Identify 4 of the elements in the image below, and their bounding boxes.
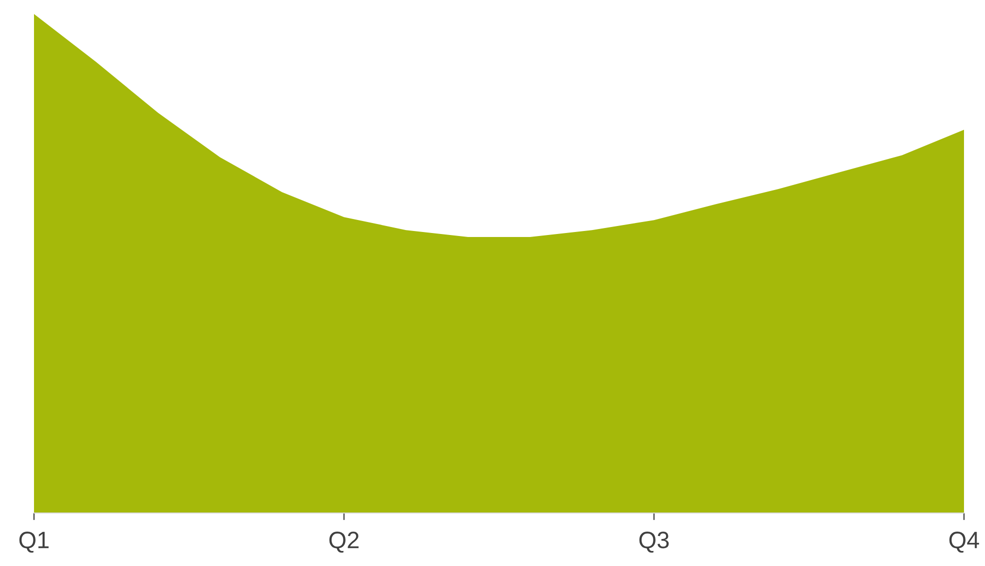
x-tick-label: Q1 bbox=[19, 532, 49, 553]
x-tick-label: Q2 bbox=[329, 532, 359, 553]
x-tick-label: Q4 bbox=[949, 532, 980, 553]
x-tick-label: Q3 bbox=[639, 532, 669, 553]
